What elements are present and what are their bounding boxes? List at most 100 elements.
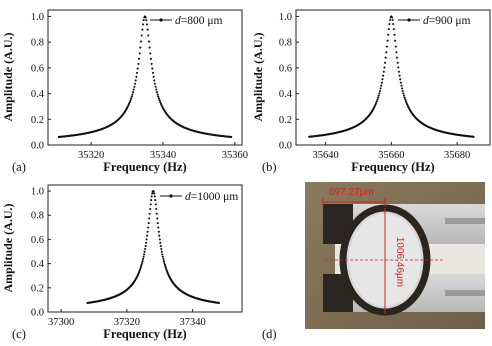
- y-tick-label: 0.4: [31, 89, 45, 100]
- data-point: [397, 66, 400, 69]
- data-point: [146, 234, 149, 237]
- data-point: [152, 190, 155, 193]
- x-tick-label: 37320: [114, 317, 140, 328]
- legend-marker: [407, 18, 411, 22]
- data-point: [139, 40, 143, 43]
- data-point: [163, 263, 166, 266]
- y-tick-label: 0.0: [31, 308, 44, 319]
- data-point: [140, 265, 143, 268]
- legend: d=800 μm: [150, 15, 223, 27]
- data-point: [130, 95, 133, 98]
- legend-text: d=800 μm: [175, 15, 223, 27]
- data-point: [383, 66, 386, 69]
- data-point: [162, 260, 165, 263]
- data-point: [134, 79, 137, 82]
- data-point: [382, 74, 385, 77]
- data-point: [144, 16, 147, 19]
- data-point: [139, 46, 142, 49]
- data-point: [128, 102, 131, 105]
- data-point: [398, 74, 401, 77]
- legend-suffix: =1000 μm: [191, 191, 239, 203]
- data-point: [153, 192, 156, 195]
- data-point: [142, 255, 145, 258]
- data-point: [380, 84, 383, 87]
- y-axis-label: Amplitude (A.U.): [1, 32, 15, 121]
- data-point: [141, 28, 144, 31]
- data-point: [377, 96, 380, 99]
- data-point: [138, 52, 141, 55]
- data-point: [149, 207, 152, 211]
- data-point: [154, 203, 157, 206]
- data-point: [394, 39, 397, 42]
- panel-label: (a): [12, 160, 26, 174]
- legend-text: d=900 μm: [423, 15, 471, 27]
- data-point: [148, 217, 151, 220]
- data-point: [154, 85, 157, 88]
- data-point: [156, 217, 159, 220]
- data-point: [383, 61, 387, 64]
- height-measurement: 1006.46μm: [394, 237, 405, 287]
- series-points: [308, 15, 475, 138]
- data-point: [143, 250, 146, 253]
- data-point: [151, 192, 154, 195]
- data-point: [145, 23, 149, 26]
- data-point: [472, 135, 475, 138]
- data-point: [147, 222, 150, 225]
- data-point: [149, 57, 153, 60]
- data-point: [399, 78, 402, 81]
- data-point: [141, 23, 145, 26]
- data-point: [135, 71, 139, 74]
- y-tick-label: 1.0: [31, 187, 44, 198]
- data-point: [145, 241, 148, 244]
- x-tick-label: 37340: [180, 317, 206, 328]
- y-axis-label: Amplitude (A.U.): [1, 203, 15, 292]
- legend-prefix: d: [175, 15, 181, 27]
- data-point: [158, 238, 161, 241]
- y-tick-label: 0.2: [31, 283, 44, 294]
- data-point: [381, 78, 384, 81]
- data-point: [376, 98, 379, 101]
- data-point: [160, 248, 163, 251]
- series-points: [57, 15, 233, 139]
- data-point: [145, 19, 148, 22]
- data-point: [155, 91, 158, 94]
- data-point: [142, 257, 145, 261]
- data-point: [393, 33, 396, 36]
- data-point: [380, 81, 383, 84]
- legend-prefix: d: [185, 191, 191, 203]
- data-point: [399, 81, 402, 84]
- data-point: [133, 85, 136, 88]
- data-point: [151, 71, 155, 74]
- data-point: [387, 28, 390, 31]
- data-point: [382, 70, 385, 73]
- data-point: [147, 34, 150, 37]
- data-point: [396, 61, 399, 64]
- y-tick-label: 0.0: [279, 141, 292, 152]
- data-point: [230, 135, 233, 139]
- data-point: [137, 62, 140, 65]
- data-point: [152, 75, 155, 78]
- data-point: [390, 16, 394, 19]
- data-point: [378, 92, 381, 95]
- micrograph-drawing: 697.27μm 1006.46μm: [305, 182, 485, 329]
- y-tick-label: 0.4: [279, 89, 293, 100]
- data-point: [135, 75, 138, 78]
- y-axis-label: Amplitude (A.U.): [251, 32, 265, 121]
- plot-frame: [47, 184, 243, 313]
- data-point: [154, 199, 157, 202]
- data-point: [136, 67, 139, 70]
- data-point: [159, 101, 162, 104]
- data-point: [392, 28, 395, 31]
- data-point: [159, 241, 162, 244]
- x-tick-label: 35320: [78, 150, 104, 161]
- y-tick-label: 0.4: [31, 259, 45, 270]
- data-point: [397, 70, 400, 73]
- data-point: [375, 101, 378, 104]
- y-tick-label: 0.8: [31, 211, 44, 222]
- data-point: [128, 101, 131, 104]
- data-point: [392, 23, 395, 26]
- data-point: [217, 301, 221, 305]
- data-point: [147, 40, 151, 43]
- data-point: [161, 255, 164, 258]
